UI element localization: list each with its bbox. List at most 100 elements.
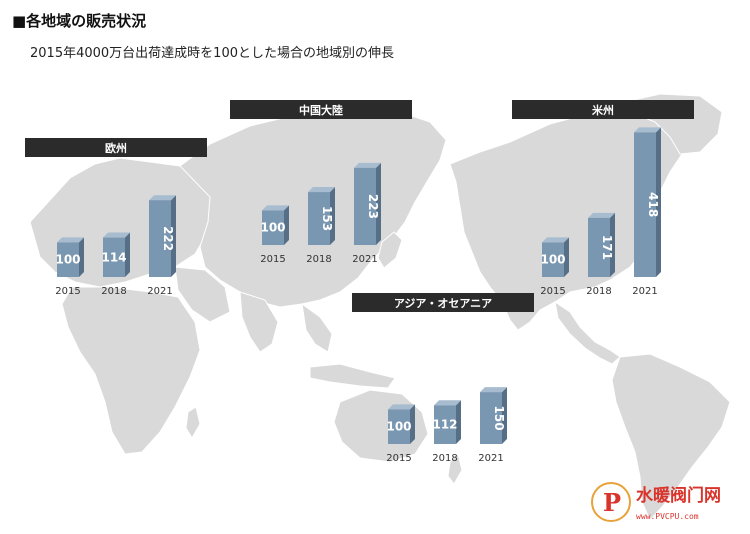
year-tick-label: 2015 [540, 286, 565, 297]
bar-top [57, 237, 84, 243]
bar-value-label: 171 [600, 235, 614, 260]
region-label-bar [25, 138, 207, 157]
watermark-emblem [591, 482, 631, 522]
bar-side [171, 195, 176, 277]
bar-side [79, 237, 84, 277]
bar [634, 127, 661, 277]
region-chart-0: 欧州 100 2015 114 2018 222 2021 [25, 138, 207, 297]
bar-top [103, 232, 130, 238]
region-label-bar [230, 100, 412, 119]
world-map-panel: 欧州 100 2015 114 2018 222 2021 中国大陸 100 2015 153 201… [10, 82, 740, 522]
map-madagascar [185, 406, 201, 439]
bar-top [308, 187, 335, 193]
year-tick-label: 2015 [55, 286, 80, 297]
bar-value-label: 112 [432, 418, 457, 432]
year-tick-label: 2021 [147, 286, 172, 297]
bar-top [542, 237, 569, 243]
bar-front [434, 405, 456, 444]
region-chart-3: アジア・オセアニア 100 2015 112 2018 150 2021 [352, 293, 534, 464]
map-new-zealand [447, 453, 463, 485]
map-japan [377, 231, 403, 269]
bar-top [354, 162, 381, 168]
region-label-bar [512, 100, 694, 119]
bar-top [480, 387, 507, 393]
bar [354, 162, 381, 245]
watermark-name: 水暖阀门网 [636, 485, 721, 506]
page-title: ■各地域の販売状況 [12, 12, 147, 30]
bar [588, 212, 615, 277]
bar-side [610, 212, 615, 277]
region-label: 欧州 [105, 141, 127, 155]
bar-top [588, 212, 615, 218]
bar-side [284, 205, 289, 245]
bar-front [103, 237, 125, 277]
bar-front [354, 167, 376, 245]
year-tick-label: 2018 [101, 286, 126, 297]
region-label: 米州 [591, 103, 614, 117]
bar-front [588, 217, 610, 277]
bar-value-label: 418 [646, 192, 660, 217]
map-central-america [554, 300, 621, 365]
bar-top [149, 195, 176, 201]
bar-front [262, 210, 284, 245]
bar-top [634, 127, 661, 133]
bar [103, 232, 130, 277]
chart-stage: 欧州 100 2015 114 2018 222 2021 中国大陸 100 2015 153 201… [25, 93, 731, 521]
page-subtitle: 2015年4000万台出荷達成時を100とした場合の地域別の伸長 [30, 46, 394, 61]
bar [149, 195, 176, 277]
bar-top [388, 404, 415, 410]
map-middle-east [174, 266, 231, 323]
bar [480, 387, 507, 444]
year-tick-label: 2018 [432, 453, 457, 464]
year-tick-label: 2021 [352, 254, 377, 265]
bar-side [125, 232, 130, 277]
bar [388, 404, 415, 444]
bar-side [330, 187, 335, 245]
bar-value-label: 100 [260, 221, 285, 235]
bar [542, 237, 569, 277]
bar [262, 205, 289, 245]
region-label: 中国大陸 [299, 103, 343, 117]
bar [434, 400, 461, 444]
year-tick-label: 2018 [306, 254, 331, 265]
region-chart-2: 米州 100 2015 171 2018 418 2021 [512, 100, 694, 297]
bar-front [149, 200, 171, 277]
bar-front [480, 392, 502, 444]
bar-side [456, 400, 461, 444]
bar-side [656, 127, 661, 277]
watermark-url: www.PVCPU.com [636, 512, 699, 521]
bar [57, 237, 84, 277]
bar-front [542, 242, 564, 277]
bar-value-label: 100 [386, 420, 411, 434]
bar-value-label: 150 [492, 406, 506, 431]
region-label: アジア・オセアニア [394, 297, 492, 310]
map-south-america [611, 353, 731, 521]
map-southeast-asia [301, 302, 333, 353]
bar-value-label: 114 [101, 250, 126, 264]
watermark-letter: P [603, 488, 621, 517]
map-indonesia [309, 363, 396, 389]
bar-charts: 欧州 100 2015 114 2018 222 2021 中国大陸 100 2015 153 201… [25, 100, 694, 464]
bar-top [434, 400, 461, 406]
year-tick-label: 2021 [632, 286, 657, 297]
bar [308, 187, 335, 245]
bar-value-label: 100 [55, 253, 80, 267]
bar-side [410, 404, 415, 444]
year-tick-label: 2018 [586, 286, 611, 297]
bar-value-label: 223 [366, 194, 380, 219]
bar-front [308, 192, 330, 245]
year-tick-label: 2015 [386, 453, 411, 464]
region-chart-1: 中国大陸 100 2015 153 2018 223 2021 [230, 100, 412, 265]
region-label-bar [352, 293, 534, 312]
bar-top [262, 205, 289, 211]
bar-value-label: 100 [540, 253, 565, 267]
bar-side [376, 162, 381, 245]
bar-side [502, 387, 507, 444]
year-tick-label: 2021 [478, 453, 503, 464]
map-africa [61, 286, 201, 455]
bar-side [564, 237, 569, 277]
bar-front [634, 132, 656, 277]
bar-front [57, 242, 79, 277]
bar-front [388, 409, 410, 444]
map-south-asia [239, 291, 279, 353]
